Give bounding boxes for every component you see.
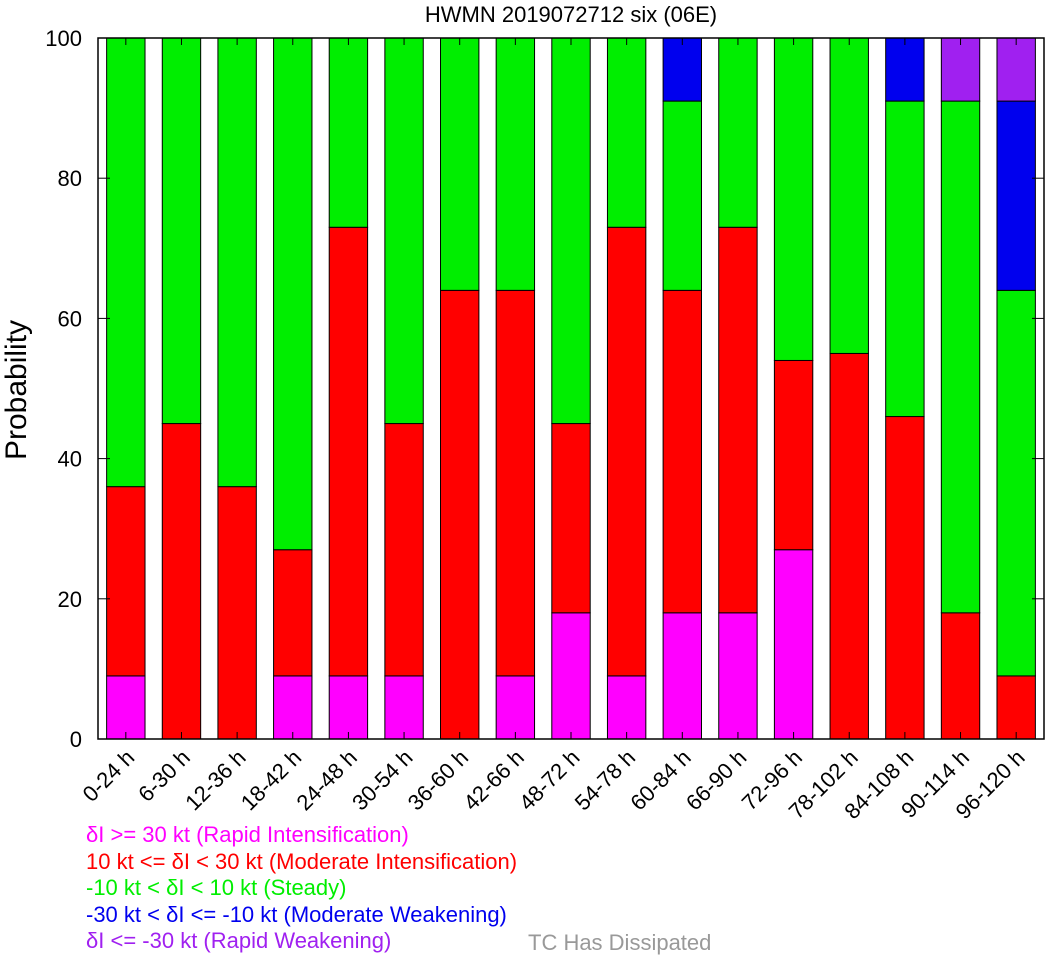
- y-tick-label: 40: [58, 447, 82, 472]
- legend-item-steady: -10 kt < δI < 10 kt (Steady): [86, 875, 347, 900]
- bar-segment-ri-18-42h: [273, 675, 313, 740]
- x-tick-label: 18-42 h: [236, 745, 306, 815]
- bar-segment-mi-36-60h: [440, 289, 480, 740]
- bar-segment-mw-60-84h: [662, 37, 702, 102]
- y-tick-label: 20: [58, 587, 82, 612]
- y-tick-label: 0: [70, 727, 82, 752]
- bar-segment-ri-0-24h: [106, 675, 146, 740]
- bar-segment-mi-90-114h: [940, 612, 981, 740]
- y-axis-label: Probability: [0, 320, 33, 460]
- bar-segment-ri-24-48h: [328, 675, 369, 740]
- bar-segment-mi-42-66h: [495, 289, 536, 677]
- bar-segment-mi-84-108h: [885, 416, 925, 740]
- x-tick-label: 30-54 h: [347, 745, 417, 815]
- x-tick-label: 0-24 h: [78, 745, 140, 807]
- bar-segment-mi-12-36h: [217, 486, 257, 740]
- bar-segment-st-78-102h: [829, 37, 869, 354]
- bar-segment-mi-0-24h: [106, 486, 146, 677]
- x-tick-label: 42-66 h: [458, 745, 528, 815]
- bar-segment-mw-96-120h: [996, 100, 1036, 291]
- bar-segment-mi-54-78h: [606, 226, 647, 677]
- bar-segment-ri-48-72h: [551, 612, 591, 740]
- bar-segment-ri-30-54h: [384, 675, 424, 740]
- bar-segment-st-12-36h: [217, 37, 257, 488]
- bar-segment-st-18-42h: [273, 37, 313, 551]
- bar-segment-mi-72-96h: [773, 359, 814, 551]
- x-tick-label: 36-60 h: [403, 745, 473, 815]
- legend-item-rapid-weakening: δI <= -30 kt (Rapid Weakening): [86, 928, 392, 953]
- bar-segment-mi-6-30h: [161, 423, 202, 740]
- bar-segment-st-90-114h: [940, 100, 981, 614]
- x-tick-label: 66-90 h: [681, 745, 751, 815]
- x-tick-label: 12-36 h: [180, 745, 250, 815]
- bar-segment-st-36-60h: [440, 37, 480, 291]
- plot-frame: [97, 37, 1045, 740]
- y-tick-label: 100: [45, 26, 82, 51]
- bar-segment-ri-72-96h: [773, 549, 814, 740]
- bar-segment-ri-66-90h: [718, 612, 758, 740]
- bar-segment-st-54-78h: [606, 37, 647, 228]
- bar-segment-mi-24-48h: [328, 226, 369, 677]
- bar-segment-st-30-54h: [384, 37, 424, 425]
- bar-segment-ri-54-78h: [606, 675, 647, 740]
- y-tick-label: 80: [58, 166, 82, 191]
- bar-segment-st-24-48h: [328, 37, 369, 228]
- bar-segment-st-84-108h: [885, 100, 925, 418]
- x-tick-label: 24-48 h: [292, 745, 362, 815]
- bar-group: [106, 37, 1036, 740]
- x-tick-label: 48-72 h: [514, 745, 584, 815]
- legend-item-moderate-intensification: 10 kt <= δI < 30 kt (Moderate Intensific…: [86, 848, 518, 874]
- bar-segment-st-96-120h: [996, 289, 1036, 677]
- bar-segment-st-0-24h: [106, 37, 146, 488]
- bar-segment-ri-60-84h: [662, 612, 702, 740]
- bar-segment-mi-60-84h: [662, 289, 702, 614]
- bar-segment-st-66-90h: [718, 37, 758, 228]
- bar-segment-rw-90-114h: [940, 37, 981, 102]
- bar-segment-st-6-30h: [161, 37, 202, 425]
- bar-segment-st-72-96h: [773, 37, 814, 361]
- bar-segment-mi-96-120h: [996, 675, 1036, 740]
- bar-segment-st-60-84h: [662, 100, 702, 291]
- bar-segment-st-42-66h: [495, 37, 536, 291]
- y-tick-label: 60: [58, 306, 82, 331]
- dissipated-label: TC Has Dissipated: [528, 930, 712, 955]
- bar-segment-rw-96-120h: [996, 37, 1036, 102]
- bar-segment-mi-66-90h: [718, 226, 758, 614]
- legend: δI >= 30 kt (Rapid Intensification) 10 k…: [86, 822, 517, 955]
- bar-segment-mi-30-54h: [384, 423, 424, 677]
- bar-segment-ri-42-66h: [495, 675, 536, 740]
- bar-segment-st-48-72h: [551, 37, 591, 425]
- legend-item-moderate-weakening: -30 kt < δI <= -10 kt (Moderate Weakenin…: [86, 901, 507, 927]
- bar-segment-mi-18-42h: [273, 549, 313, 677]
- chart-title: HWMN 2019072712 six (06E): [424, 2, 718, 27]
- legend-item-rapid-intensification: δI >= 30 kt (Rapid Intensification): [86, 822, 409, 847]
- x-tick-label: 54-78 h: [570, 745, 640, 815]
- bar-segment-mw-84-108h: [885, 37, 925, 102]
- x-tick-label: 60-84 h: [625, 745, 695, 815]
- bar-segment-mi-78-102h: [829, 352, 869, 740]
- bar-segment-mi-48-72h: [551, 423, 591, 614]
